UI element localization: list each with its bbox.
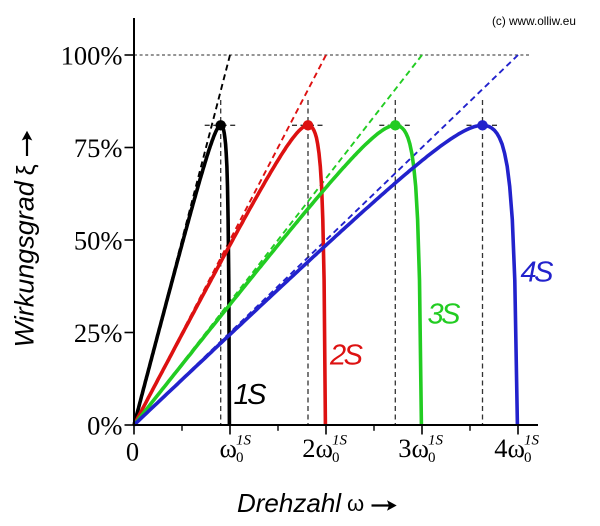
svg-text:3ω: 3ω — [398, 433, 429, 463]
svg-text:25%: 25% — [74, 318, 123, 348]
svg-text:1S: 1S — [234, 379, 268, 411]
svg-text:100%: 100% — [61, 41, 123, 71]
svg-text:2S: 2S — [329, 340, 364, 372]
svg-text:ξ: ξ — [12, 164, 40, 175]
svg-text:75%: 75% — [74, 133, 123, 163]
svg-text:4ω: 4ω — [494, 433, 525, 463]
svg-text:ω: ω — [220, 433, 237, 463]
svg-text:Drehzahl: Drehzahl — [237, 488, 342, 518]
svg-text:2ω: 2ω — [302, 433, 333, 463]
svg-text:1S: 1S — [332, 433, 348, 449]
svg-text:1S: 1S — [236, 433, 252, 449]
svg-text:ω: ω — [347, 491, 364, 516]
svg-text:0: 0 — [332, 450, 340, 466]
svg-text:0: 0 — [236, 450, 244, 466]
svg-text:50%: 50% — [74, 226, 123, 256]
svg-text:4S: 4S — [521, 257, 555, 289]
svg-text:0: 0 — [428, 450, 436, 466]
svg-text:1S: 1S — [524, 433, 540, 449]
svg-text:0: 0 — [126, 437, 139, 467]
svg-text:(c) www.olliw.eu: (c) www.olliw.eu — [492, 14, 576, 28]
svg-text:Wirkungsgrad: Wirkungsgrad — [10, 180, 40, 347]
svg-text:1S: 1S — [428, 433, 444, 449]
svg-text:0: 0 — [524, 450, 532, 466]
svg-text:3S: 3S — [428, 299, 462, 331]
svg-text:0%: 0% — [87, 411, 122, 441]
